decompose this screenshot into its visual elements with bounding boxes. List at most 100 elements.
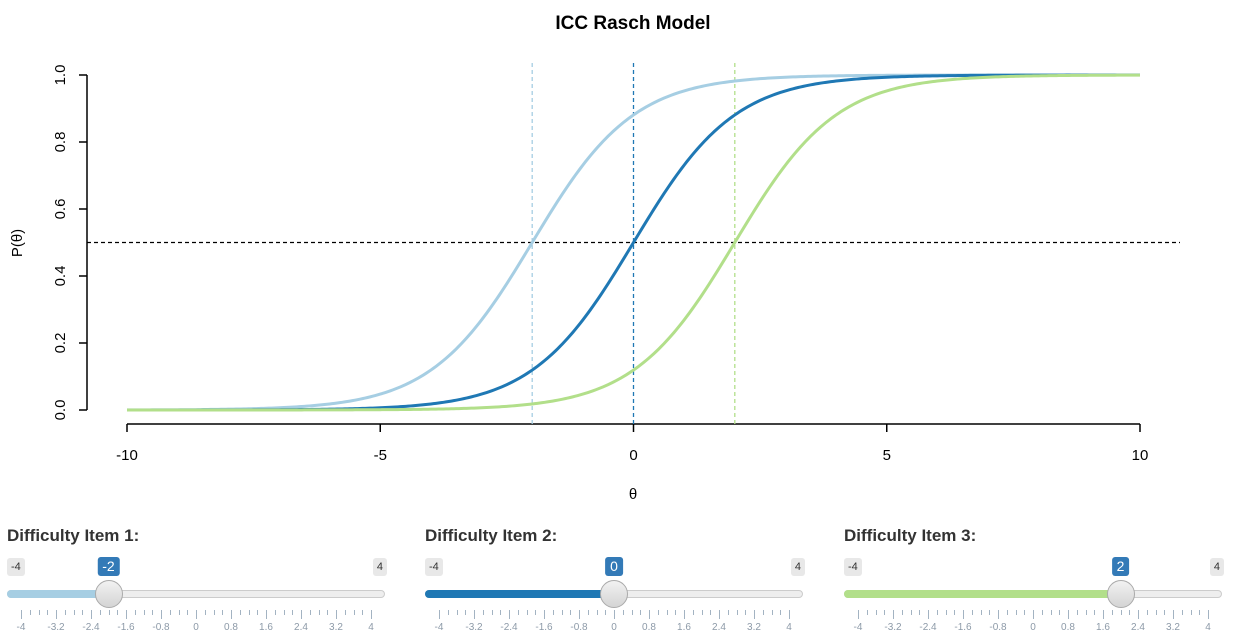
slider-tick [605,610,607,615]
slider-tick [56,610,57,619]
x-tick-label: -5 [374,447,387,464]
slider-tick [1173,610,1174,619]
slider-tick [248,610,250,615]
slider-value-badge: 0 [605,557,623,576]
slider-tick [29,610,31,615]
slider-tick [362,610,364,615]
slider-tick-label: 1.6 [677,622,691,633]
slider-tick [318,610,320,615]
slider-tick [187,610,189,615]
slider-tick [666,610,668,615]
slider-tick-label: 1.6 [1096,622,1110,633]
slider-tick [456,610,458,615]
slider-tick-label: -1.6 [954,622,972,633]
slider-difficulty-item-2[interactable]: Difficulty Item 2: -4 4 0 -4 -3.2 -2.4 -1.6… [425,520,805,644]
slider-tick [692,610,694,615]
slider-difficulty-item-1[interactable]: Difficulty Item 1: -4 4 -2 -4 -3.2 -2.4 -1.… [7,520,387,644]
slider-tick [82,610,84,615]
slider-tick [447,610,449,615]
slider-tick [64,610,66,615]
y-tick-label: 1.0 [52,65,69,86]
slider-tick [117,610,119,615]
slider-tick [727,610,729,615]
slider-tick [439,610,440,619]
x-tick-label: 10 [1132,447,1149,464]
slider-tick [474,610,475,619]
slider-tick [710,610,712,615]
slider-tick [561,610,563,615]
slider-tick [161,610,162,619]
slider-tick [675,610,677,615]
slider-tick [649,610,650,619]
y-tick-label: 0.4 [52,266,69,287]
slider-tick [1181,610,1183,615]
slider-tick [1138,610,1139,619]
slider-label: Difficulty Item 1: [7,526,140,545]
slider-tick-label: 0.8 [1061,622,1075,633]
icc-chart: ICC Rasch Model -10 -5 0 5 10 0.0 0.2 0.4 0.6 0.8… [9,13,1180,503]
slider-min-label: -4 [844,558,862,576]
slider-tick-label: -2.4 [82,622,100,633]
slider-tick [579,610,580,619]
slider-tick-label: -2.4 [919,622,937,633]
slider-max-label: 4 [790,558,805,576]
slider-tick [336,610,337,619]
slider-tick-label: 0 [1030,622,1036,633]
slider-tick-label: -3.2 [465,622,483,633]
slider-tick [701,610,703,615]
slider-fill-bar [7,590,109,598]
slider-tick [465,610,467,615]
icc-curve-item-3 [127,73,1141,412]
slider-tick-label: -3.2 [47,622,65,633]
slider-tick [283,610,285,615]
slider-tick-label: 3.2 [1166,622,1180,633]
slider-label: Difficulty Item 2: [425,526,558,545]
slider-tick-label: -2.4 [500,622,518,633]
slider-tick [292,610,294,615]
slider-tick [371,610,372,619]
slider-tick [1146,610,1148,615]
y-tick-label: 0.8 [52,132,69,153]
slider-tick-label: -3.2 [884,622,902,633]
slider-tick [73,610,75,615]
slider-tick [1068,610,1069,619]
slider-tick [901,610,903,615]
slider-tick-label: 2.4 [1131,622,1145,633]
slider-tick-grid: -4 -3.2 -2.4 -1.6 -0.8 0 0.8 1.6 2.4 3.2 4 [844,610,1224,644]
chart-title: ICC Rasch Model [555,13,710,34]
slider-tick [745,610,747,615]
slider-handle[interactable] [94,580,123,608]
slider-tick [231,610,232,619]
slider-handle[interactable] [1106,580,1135,608]
slider-tick-grid: -4 -3.2 -2.4 -1.6 -0.8 0 0.8 1.6 2.4 3.2 4 [7,610,387,644]
slider-tick [780,610,782,615]
slider-tick [1190,610,1192,615]
slider-tick-label: 0.8 [224,622,238,633]
slider-tick [91,610,92,619]
slider-handle[interactable] [600,580,628,608]
slider-tick [910,610,912,615]
slider-tick [875,610,877,615]
slider-tick [570,610,572,615]
slider-tick [858,610,859,619]
slider-tick [596,610,598,615]
slider-tick [491,610,493,615]
slider-tick [789,610,790,619]
slider-tick [38,610,40,615]
slider-tick [134,610,136,615]
slider-tick [500,610,502,615]
slider-tick [640,610,642,615]
slider-tick [1033,610,1034,619]
slider-tick [1006,610,1008,615]
slider-difficulty-item-3[interactable]: Difficulty Item 3: -4 4 2 -4 -3.2 -2.4 -1.6… [844,520,1224,644]
y-tick-label: 0.0 [52,400,69,421]
slider-tick-label: 2.4 [294,622,308,633]
slider-tick [266,610,267,619]
slider-tick [736,610,738,615]
y-tick-label: 0.6 [52,199,69,220]
slider-tick-label: -4 [16,622,26,633]
slider-tick [1103,610,1104,619]
slider-tick [919,610,921,615]
slider-tick-label: -4 [853,622,863,633]
x-tick-label: 5 [883,447,891,464]
